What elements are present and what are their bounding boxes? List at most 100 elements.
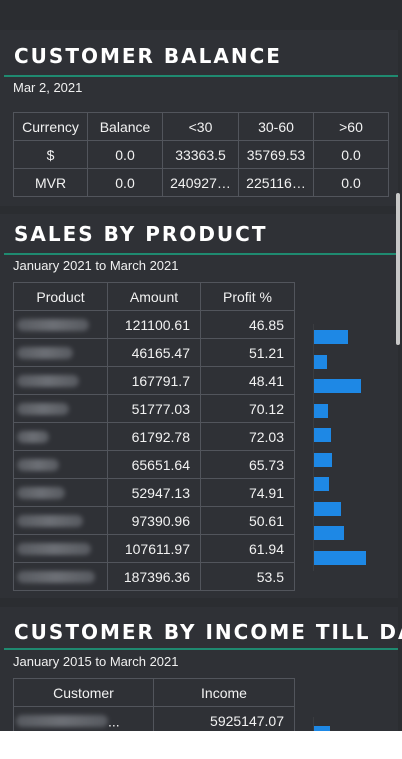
title-underline (4, 253, 398, 255)
redacted-product-name (17, 430, 49, 443)
amount-bar (314, 403, 328, 418)
product-cell (13, 394, 108, 423)
table-cell: 0.0 (313, 168, 389, 197)
product-cell (13, 562, 108, 591)
amount-bar (314, 354, 327, 369)
column-header: 30-60 (238, 112, 314, 141)
profit-cell: 53.5 (200, 562, 295, 591)
table-row: 61792.78 72.03 (13, 422, 295, 451)
table-cell: $ (13, 140, 88, 169)
amount-cell: 52947.13 (107, 478, 201, 507)
table-row: 187396.36 53.5 (13, 562, 295, 591)
column-header: <30 (162, 112, 239, 141)
table-header-row: Product Amount Profit % (13, 282, 295, 311)
product-cell (13, 422, 108, 451)
redacted-product-name (17, 486, 65, 499)
product-cell (13, 534, 108, 563)
sales-by-product-card: SALES BY PRODUCT January 2021 to March 2… (0, 214, 398, 598)
profit-cell: 65.73 (200, 450, 295, 479)
table-cell: MVR (13, 168, 88, 197)
table-row: ... 5925147.07 (13, 706, 295, 731)
profit-cell: 74.91 (200, 478, 295, 507)
amount-bar (314, 526, 344, 540)
amount-bar (314, 428, 331, 442)
table-cell: 240927… (162, 168, 239, 197)
table-row: 97390.96 50.61 (13, 506, 295, 535)
product-cell (13, 310, 108, 339)
table-row: $ 0.0 33363.5 35769.53 0.0 (13, 140, 389, 169)
column-header: Balance (87, 112, 163, 141)
card-title: CUSTOMER BALANCE (14, 44, 282, 68)
report-date: Mar 2, 2021 (13, 80, 83, 95)
amount-bar (314, 330, 348, 344)
table-row: 107611.97 61.94 (13, 534, 295, 563)
redacted-product-name (17, 346, 73, 359)
redacted-product-name (17, 318, 89, 331)
amount-cell: 97390.96 (107, 506, 201, 535)
column-header: Amount (107, 282, 201, 311)
amount-cell: 51777.03 (107, 394, 201, 423)
redacted-product-name (17, 402, 69, 415)
customer-by-income-card: CUSTOMER BY INCOME TILL DATE January 201… (0, 607, 402, 731)
product-cell (13, 366, 108, 395)
amount-bar (314, 477, 329, 491)
title-underline (4, 648, 398, 650)
report-screen: CUSTOMER BALANCE Mar 2, 2021 Currency Ba… (0, 0, 402, 731)
profit-cell: 70.12 (200, 394, 295, 423)
profit-cell: 72.03 (200, 422, 295, 451)
report-period: January 2021 to March 2021 (13, 258, 179, 273)
sales-by-product-table: Product Amount Profit % 121100.61 46.85 46… (13, 282, 295, 591)
customer-balance-table: Currency Balance <30 30-60 >60 $ 0.0 333… (13, 112, 389, 197)
amount-bar (314, 452, 332, 467)
table-cell: 0.0 (87, 168, 163, 197)
table-row: 51777.03 70.12 (13, 394, 295, 423)
scrollbar[interactable] (396, 193, 400, 345)
amount-cell: 121100.61 (107, 310, 201, 339)
bar-axis (313, 717, 314, 731)
table-row: 52947.13 74.91 (13, 478, 295, 507)
income-bar (314, 726, 330, 731)
redacted-product-name (17, 570, 95, 583)
table-row: 167791.7 48.41 (13, 366, 295, 395)
table-header-row: Customer Income (13, 678, 295, 707)
table-cell: 35769.53 (238, 140, 314, 169)
customer-ellipsis: ... (108, 713, 120, 730)
customer-cell: ... (13, 706, 154, 731)
amount-cell: 187396.36 (107, 562, 201, 591)
column-header: Income (153, 678, 295, 707)
profit-cell: 50.61 (200, 506, 295, 535)
amount-bar (314, 379, 361, 393)
column-header: Customer (13, 678, 154, 707)
column-header: Profit % (200, 282, 295, 311)
title-underline (4, 75, 398, 77)
bar-axis (313, 324, 314, 571)
amount-cell: 46165.47 (107, 338, 201, 367)
table-header-row: Currency Balance <30 30-60 >60 (13, 112, 389, 141)
table-cell: 0.0 (87, 140, 163, 169)
table-row: 65651.64 65.73 (13, 450, 295, 479)
table-row: MVR 0.0 240927… 225116… 0.0 (13, 168, 389, 197)
amount-cell: 65651.64 (107, 450, 201, 479)
table-cell: 33363.5 (162, 140, 239, 169)
redacted-product-name (17, 542, 91, 555)
column-header: >60 (313, 112, 389, 141)
product-cell (13, 450, 108, 479)
amount-bar (314, 550, 366, 565)
column-header: Currency (13, 112, 88, 141)
amount-bar (314, 501, 341, 516)
amount-cell: 61792.78 (107, 422, 201, 451)
profit-cell: 61.94 (200, 534, 295, 563)
customer-income-table: Customer Income ... 5925147.07 (13, 678, 295, 731)
profit-cell: 46.85 (200, 310, 295, 339)
product-cell (13, 478, 108, 507)
profit-cell: 48.41 (200, 366, 295, 395)
profit-cell: 51.21 (200, 338, 295, 367)
redacted-product-name (17, 514, 83, 527)
table-row: 46165.47 51.21 (13, 338, 295, 367)
product-cell (13, 506, 108, 535)
redacted-product-name (17, 458, 59, 471)
customer-balance-card: CUSTOMER BALANCE Mar 2, 2021 Currency Ba… (0, 30, 398, 206)
report-period: January 2015 to March 2021 (13, 654, 179, 669)
amount-cell: 107611.97 (107, 534, 201, 563)
table-row: 121100.61 46.85 (13, 310, 295, 339)
